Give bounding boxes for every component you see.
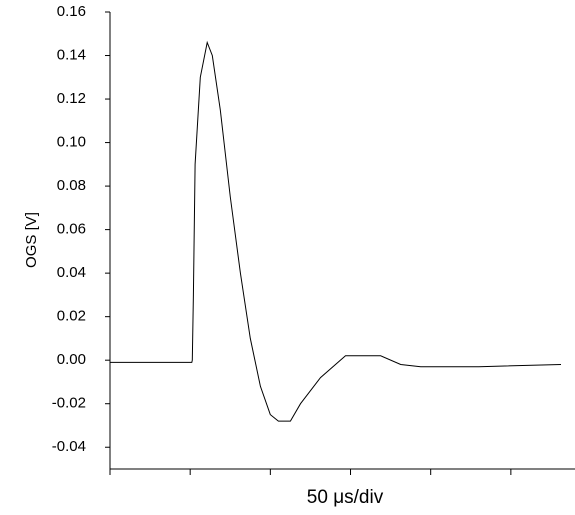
- y-tick-label: 0.14: [57, 46, 86, 63]
- x-axis-label: 50 μs/div: [307, 487, 384, 508]
- signal-line: [110, 40, 562, 422]
- y-tick-label: 0.04: [57, 264, 86, 281]
- y-tick-label: -0.04: [52, 438, 86, 455]
- y-tick-label: -0.02: [52, 395, 86, 412]
- y-tick-label: 0.02: [57, 308, 86, 325]
- y-tick-label: 0.08: [57, 177, 86, 194]
- y-tick-label: 0.12: [57, 90, 86, 107]
- y-tick-label: 0.06: [57, 221, 86, 238]
- y-axis-label: OGS [V]: [23, 212, 40, 268]
- y-tick-label: 0.10: [57, 134, 86, 151]
- y-tick-label: 0.16: [57, 3, 86, 20]
- y-tick-label: 0.00: [57, 351, 86, 368]
